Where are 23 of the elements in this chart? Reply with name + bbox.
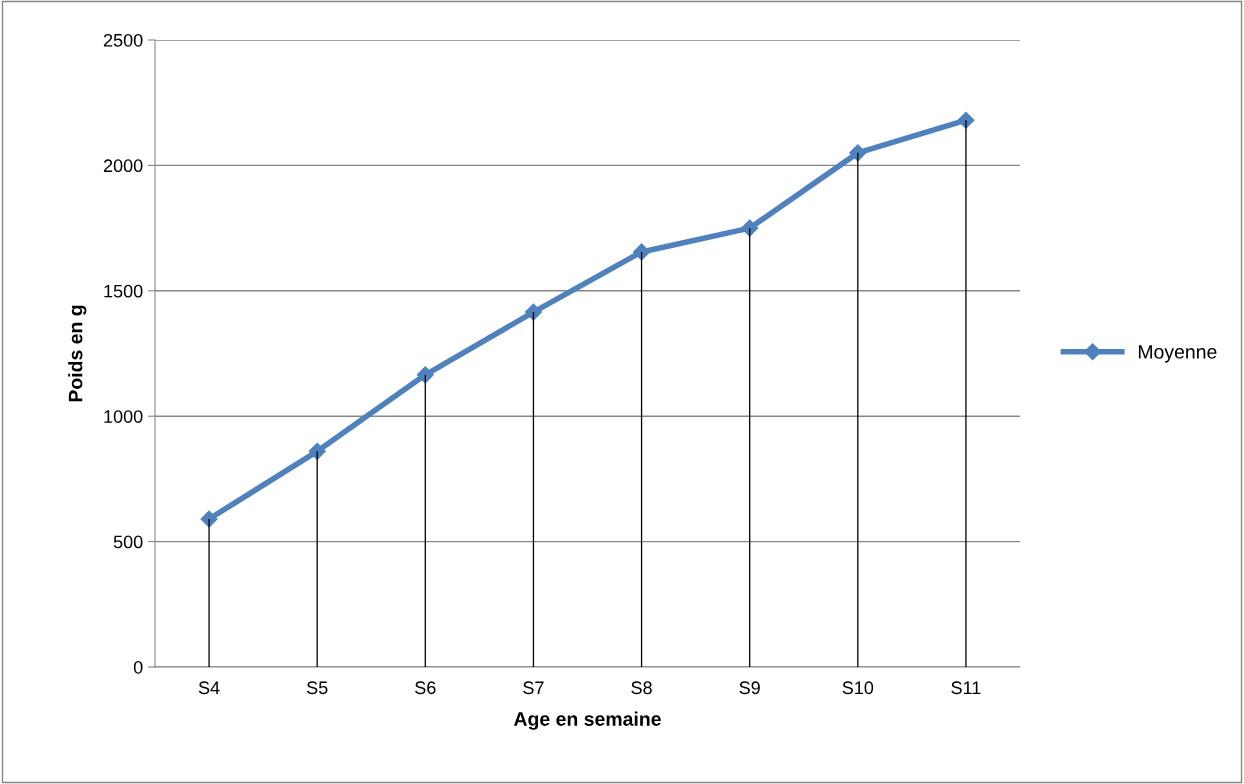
y-tick-label: 1500 xyxy=(104,284,143,298)
point xyxy=(416,366,434,384)
point xyxy=(849,144,867,162)
x-tick-label: S10 xyxy=(842,681,874,695)
x-axis-title: Age en semaine xyxy=(513,711,661,730)
x-tick-label: S4 xyxy=(198,681,220,695)
x-tick-label: S8 xyxy=(631,681,652,695)
x-tick-label: S9 xyxy=(739,681,760,695)
y-tick-label: 0 xyxy=(133,660,143,674)
y-tick-label: 1000 xyxy=(104,410,143,423)
x-tick-label: S5 xyxy=(306,681,328,695)
x-tick-label: S7 xyxy=(523,681,544,695)
point xyxy=(524,303,542,321)
x-tick-label: S6 xyxy=(415,681,436,695)
point xyxy=(741,219,759,237)
x-tick-label: S11 xyxy=(951,681,981,695)
point xyxy=(308,442,326,460)
y-axis-title: Poids en g xyxy=(68,305,87,402)
y-tick-label: 500 xyxy=(113,535,143,549)
legend-label: Moyenne xyxy=(1138,345,1217,363)
y-tick-label: 2500 xyxy=(103,33,143,47)
point xyxy=(633,243,651,261)
y-tick-label: 2000 xyxy=(103,159,143,173)
